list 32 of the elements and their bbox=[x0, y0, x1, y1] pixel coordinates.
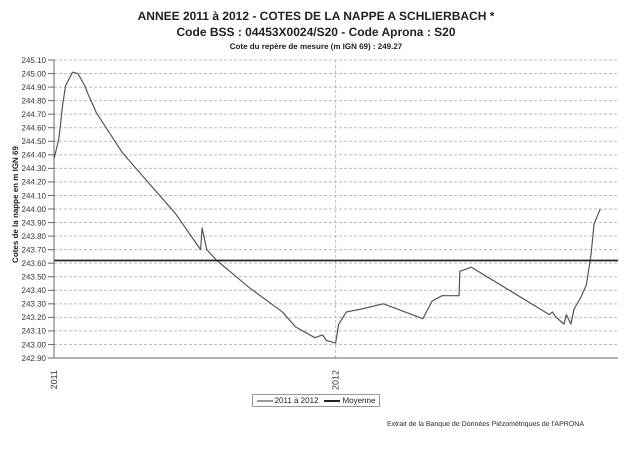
y-tick-label: 243.50 bbox=[22, 272, 47, 282]
y-tick-label: 244.50 bbox=[22, 137, 47, 146]
y-tick-label: 243.00 bbox=[22, 340, 47, 350]
y-tick-label: 244.30 bbox=[22, 164, 47, 174]
y-tick-label: 245.00 bbox=[22, 69, 47, 78]
y-tick-label: 244.40 bbox=[22, 150, 47, 160]
chart-title: ANNEE 2011 à 2012 - COTES DE LA NAPPE A SCHLIERBACH * bbox=[136, 8, 496, 24]
y-axis-title: Cotes de la nappe en m IGN 69 bbox=[10, 146, 20, 262]
y-tick-label: 243.80 bbox=[22, 232, 47, 241]
y-tick-label: 244.00 bbox=[22, 204, 47, 214]
y-tick-label: 244.80 bbox=[22, 96, 47, 106]
y-tick-label: 243.70 bbox=[22, 245, 47, 254]
y-tick-label: 243.40 bbox=[22, 286, 47, 296]
line-series bbox=[54, 72, 601, 344]
y-tick-label: 244.90 bbox=[22, 82, 47, 92]
x-tick-label: 2011 bbox=[49, 370, 59, 390]
legend-label: 2011 à 2012 bbox=[274, 396, 318, 405]
y-tick-label: 245.10 bbox=[22, 56, 47, 65]
y-tick-label: 244.70 bbox=[22, 110, 47, 120]
y-tick-label: 243.10 bbox=[22, 326, 47, 336]
y-tick-label: 243.60 bbox=[22, 259, 47, 268]
y-tick-label: 242.90 bbox=[22, 354, 47, 363]
y-tick-label: 243.20 bbox=[22, 313, 47, 322]
y-tick-label: 243.90 bbox=[22, 218, 47, 228]
y-tick-label: 244.20 bbox=[22, 178, 47, 187]
legend-label: Moyenne bbox=[342, 396, 376, 405]
y-tick-label: 244.10 bbox=[22, 191, 47, 200]
x-tick-label: 2012 bbox=[330, 370, 341, 390]
text: Cote du repère de mesure (m IGN 69) : 249.27 bbox=[228, 41, 404, 53]
y-tick-label: 244.60 bbox=[22, 124, 47, 133]
y-tick-label: 243.30 bbox=[22, 300, 47, 309]
chart-subtitle: Code BSS : 04453X0024/S20 - Code Aprona : S20 bbox=[176, 24, 456, 40]
